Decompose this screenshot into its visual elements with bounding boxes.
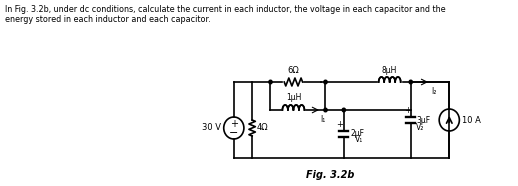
Text: +: + bbox=[404, 105, 411, 115]
Text: Fig. 3.2b: Fig. 3.2b bbox=[306, 170, 354, 180]
Text: I₂: I₂ bbox=[431, 87, 436, 96]
Circle shape bbox=[409, 80, 412, 84]
Text: 10 A: 10 A bbox=[462, 116, 481, 124]
Text: 6Ω: 6Ω bbox=[287, 66, 299, 75]
Text: +: + bbox=[230, 119, 238, 129]
Text: In Fig. 3.2b, under dc conditions, calculate the current in each inductor, the v: In Fig. 3.2b, under dc conditions, calcu… bbox=[5, 5, 445, 24]
Circle shape bbox=[324, 108, 327, 112]
Text: I₁: I₁ bbox=[320, 115, 325, 124]
Text: V₁: V₁ bbox=[355, 134, 363, 144]
Text: 1μH: 1μH bbox=[286, 93, 301, 102]
Text: 8μH: 8μH bbox=[382, 66, 397, 75]
Text: −: − bbox=[229, 128, 238, 138]
Text: 4Ω: 4Ω bbox=[257, 124, 268, 132]
Circle shape bbox=[342, 108, 346, 112]
Text: +: + bbox=[336, 119, 343, 129]
Text: V₂: V₂ bbox=[416, 124, 425, 132]
Circle shape bbox=[324, 80, 327, 84]
Text: 2μF: 2μF bbox=[350, 129, 364, 139]
Text: 30 V: 30 V bbox=[202, 124, 221, 132]
Circle shape bbox=[269, 80, 272, 84]
Text: 3μF: 3μF bbox=[416, 116, 430, 124]
